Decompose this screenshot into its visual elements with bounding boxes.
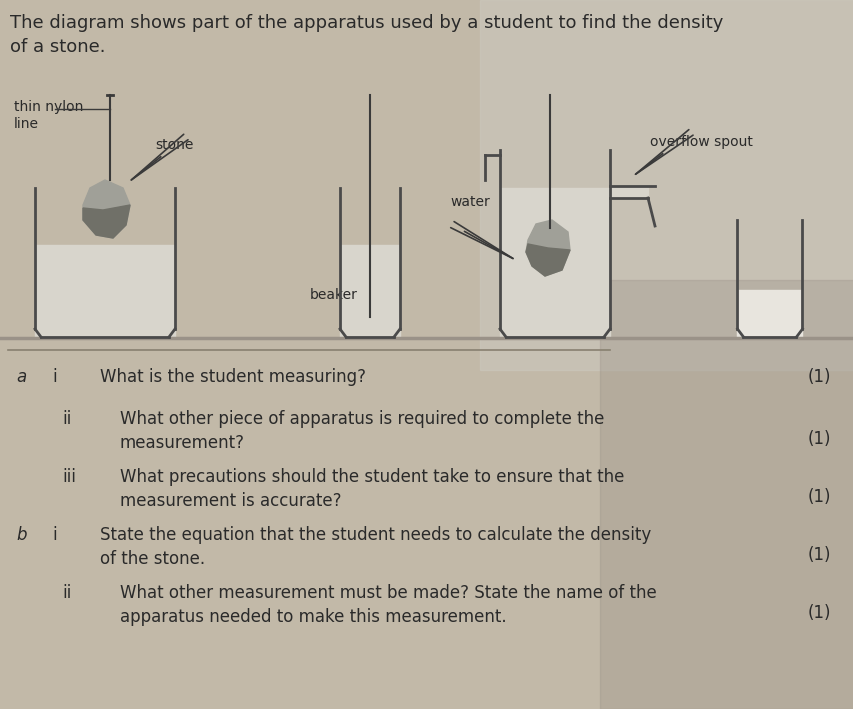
Polygon shape [525, 244, 569, 276]
Text: State the equation that the student needs to calculate the density
of the stone.: State the equation that the student need… [100, 526, 651, 569]
Text: overflow spout: overflow spout [649, 135, 752, 149]
Text: The diagram shows part of the apparatus used by a student to find the density
of: The diagram shows part of the apparatus … [10, 14, 722, 55]
FancyBboxPatch shape [35, 245, 175, 337]
Text: (1): (1) [807, 546, 831, 564]
Text: iii: iii [62, 468, 76, 486]
Text: beaker: beaker [310, 288, 357, 302]
Polygon shape [525, 220, 569, 276]
Text: (1): (1) [807, 368, 831, 386]
Text: What is the student measuring?: What is the student measuring? [100, 368, 366, 386]
Text: water: water [450, 195, 489, 209]
FancyBboxPatch shape [339, 245, 399, 337]
Text: What other piece of apparatus is required to complete the
measurement?: What other piece of apparatus is require… [120, 410, 604, 452]
Text: What precautions should the student take to ensure that the
measurement is accur: What precautions should the student take… [120, 468, 624, 510]
FancyBboxPatch shape [479, 0, 853, 370]
FancyBboxPatch shape [499, 188, 609, 337]
Text: (1): (1) [807, 430, 831, 448]
Polygon shape [83, 180, 130, 238]
Text: ii: ii [62, 410, 71, 428]
Text: b: b [16, 526, 26, 544]
Text: i: i [52, 368, 56, 386]
Polygon shape [83, 205, 130, 238]
Text: ii: ii [62, 584, 71, 602]
Text: What other measurement must be made? State the name of the
apparatus needed to m: What other measurement must be made? Sta… [120, 584, 656, 626]
FancyBboxPatch shape [609, 186, 647, 198]
FancyBboxPatch shape [737, 290, 802, 337]
Text: i: i [52, 526, 56, 544]
Text: (1): (1) [807, 488, 831, 506]
Text: a: a [16, 368, 26, 386]
Text: thin nylon
line: thin nylon line [14, 100, 84, 131]
Text: (1): (1) [807, 604, 831, 622]
Text: stone: stone [154, 138, 193, 152]
FancyBboxPatch shape [600, 280, 853, 709]
